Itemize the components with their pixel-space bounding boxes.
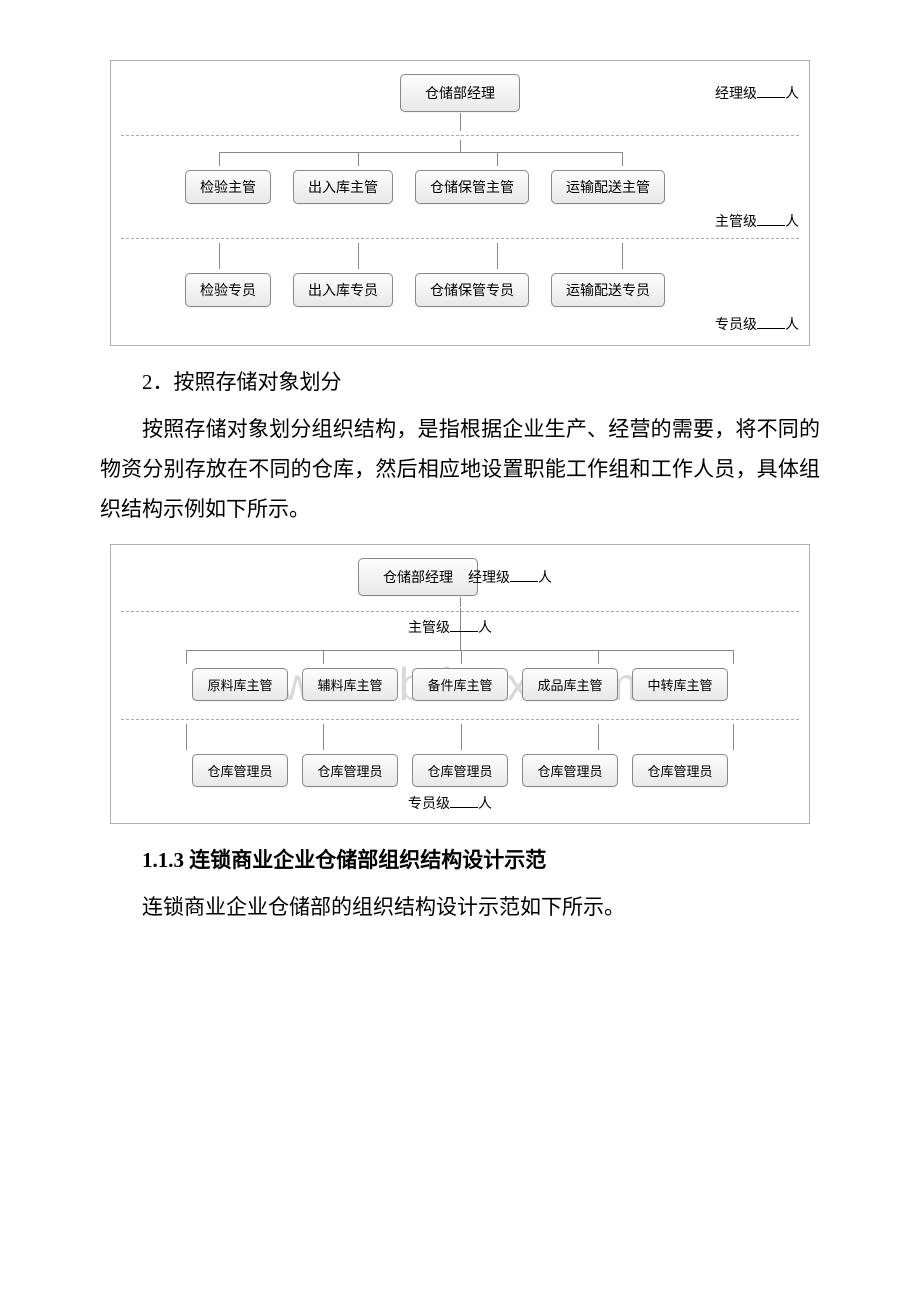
connector-vline [219, 152, 220, 166]
label-suffix: 人 [478, 797, 492, 812]
spacer [111, 705, 809, 715]
row-clerks: 仓库管理员 仓库管理员 仓库管理员 仓库管理员 仓库管理员 [111, 750, 809, 791]
blank-line [450, 618, 478, 632]
connector-vline [461, 724, 462, 750]
row-specialists: 检验专员 出入库专员 仓储保管专员 运输配送专员 [111, 269, 809, 311]
label-suffix: 人 [785, 318, 799, 333]
connector-vline [497, 152, 498, 166]
connector-vline [323, 650, 324, 664]
divider-dashed [121, 719, 799, 720]
connector-vline [219, 243, 220, 269]
node-supervisor: 检验主管 [185, 170, 271, 204]
node-clerk: 仓库管理员 [192, 754, 288, 787]
org-chart-by-storage: 仓储部经理 经理级人 主管级人 [110, 544, 810, 824]
node-manager: 仓储部经理 [400, 74, 520, 112]
node-clerk: 仓库管理员 [632, 754, 728, 787]
row-label-specialist: 专员级 人 [111, 791, 809, 815]
connector-hline [219, 152, 623, 153]
connector-vline [598, 650, 599, 664]
level-label-supervisor: 主管级 人 [408, 617, 492, 637]
node-supervisor: 出入库主管 [293, 170, 393, 204]
row-label-supervisor: 主管级 人 [111, 616, 809, 638]
node-specialist: 仓储保管专员 [415, 273, 529, 307]
connector-area-1 [111, 140, 809, 166]
subheading-storage-object: 2．按照存储对象划分 [100, 366, 820, 396]
node-supervisor: 成品库主管 [522, 668, 618, 701]
row-manager: 仓储部经理 经理级 人 [111, 73, 809, 113]
row-label-specialist: 专员级 人 [111, 311, 809, 337]
connector-vline [733, 650, 734, 664]
level-label-manager: 经理级 人 [468, 567, 552, 587]
divider-dashed [121, 238, 799, 239]
node-supervisor: 中转库主管 [632, 668, 728, 701]
label-text: 经理级 [715, 87, 757, 102]
label-text: 主管级 [408, 621, 450, 636]
node-clerk: 仓库管理员 [412, 754, 508, 787]
node-supervisor: 备件库主管 [412, 668, 508, 701]
node-specialist: 运输配送专员 [551, 273, 665, 307]
connector-area-4 [111, 724, 809, 750]
section-heading-1-1-3: 1.1.3 连锁商业企业仓储部组织结构设计示范 [100, 844, 820, 874]
connector-vline [460, 140, 461, 152]
divider-dashed [121, 135, 799, 136]
connector-vline [460, 597, 461, 607]
label-text: 专员级 [408, 797, 450, 812]
label-suffix: 人 [478, 621, 492, 636]
label-suffix: 人 [538, 571, 552, 586]
connector-vline [358, 152, 359, 166]
node-manager: 仓储部经理 [358, 558, 478, 596]
label-suffix: 人 [785, 215, 799, 230]
row-manager: 仓储部经理 经理级 人 [111, 557, 809, 597]
paragraph-chain-business: 连锁商业企业仓储部的组织结构设计示范如下所示。 [100, 888, 820, 928]
connector-vline [622, 152, 623, 166]
node-supervisor: 仓储保管主管 [415, 170, 529, 204]
node-clerk: 仓库管理员 [522, 754, 618, 787]
connector-vline [323, 724, 324, 750]
level-label-supervisor: 主管级 人 [715, 211, 799, 231]
label-text: 专员级 [715, 318, 757, 333]
row-supervisors: 原料库主管 辅料库主管 备件库主管 成品库主管 中转库主管 [111, 664, 809, 705]
node-supervisor: 运输配送主管 [551, 170, 665, 204]
row-label-supervisor: 主管级 人 [111, 208, 809, 234]
level-label-manager: 经理级 人 [715, 83, 799, 103]
label-text: 经理级 [468, 571, 510, 586]
connector-area-3 [111, 638, 809, 664]
blank-line [757, 315, 785, 329]
blank-line [757, 84, 785, 98]
node-specialist: 检验专员 [185, 273, 271, 307]
label-suffix: 人 [785, 87, 799, 102]
blank-line [510, 568, 538, 582]
connector-vline [358, 243, 359, 269]
node-clerk: 仓库管理员 [302, 754, 398, 787]
level-label-specialist: 专员级 人 [715, 314, 799, 334]
connector-vline [186, 724, 187, 750]
connector-vline [460, 113, 461, 131]
org-chart-by-storage-wrap: www.bdocx.com 仓储部经理 经理级人 主管级人 [100, 544, 820, 824]
connector-vline [622, 243, 623, 269]
label-text: 主管级 [715, 215, 757, 230]
paragraph-storage-object: 按照存储对象划分组织结构，是指根据企业生产、经营的需要，将不同的物资分别存放在不… [100, 410, 820, 530]
blank-line [757, 212, 785, 226]
node-specialist: 出入库专员 [293, 273, 393, 307]
org-chart-by-function: 仓储部经理 经理级人 检验主管 出入库主管 仓储保管主管 运输配送主管 主管级人 [110, 60, 810, 346]
connector-vline [186, 650, 187, 664]
blank-line [450, 794, 478, 808]
connector-vline [497, 243, 498, 269]
connector-area-2 [111, 243, 809, 269]
level-label-specialist: 专员级 人 [408, 793, 492, 813]
connector-vline [733, 724, 734, 750]
row-supervisors: 检验主管 出入库主管 仓储保管主管 运输配送主管 [111, 166, 809, 208]
node-supervisor: 辅料库主管 [302, 668, 398, 701]
connector-vline [461, 650, 462, 664]
node-supervisor: 原料库主管 [192, 668, 288, 701]
connector-hline [186, 650, 734, 651]
connector-vline [598, 724, 599, 750]
